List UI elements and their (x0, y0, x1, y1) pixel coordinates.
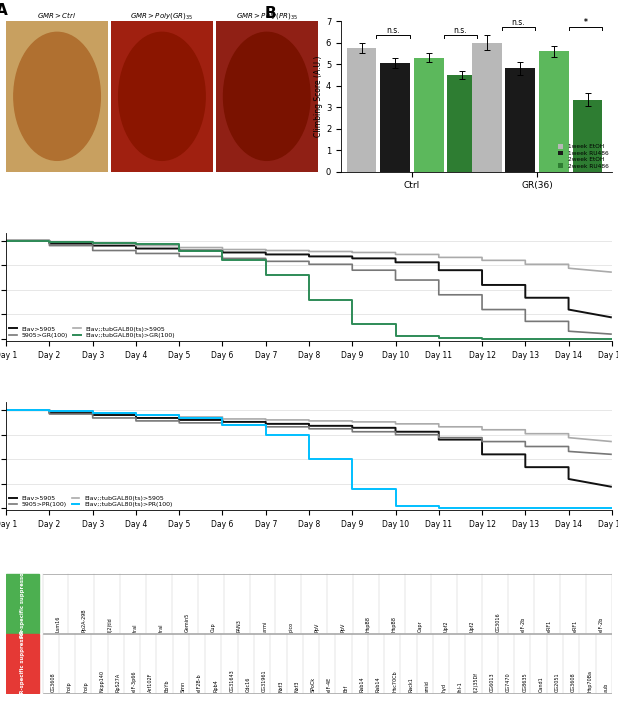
Text: smid: smid (425, 680, 430, 692)
Bar (506, 69, 535, 172)
Text: Rack1: Rack1 (408, 676, 413, 692)
Text: Gemin5: Gemin5 (185, 613, 190, 632)
Text: Cdc16: Cdc16 (246, 676, 251, 692)
Text: Nxf3: Nxf3 (295, 680, 300, 692)
Text: armi: armi (263, 620, 268, 632)
Ellipse shape (119, 32, 205, 161)
Text: Rab14: Rab14 (376, 676, 381, 692)
Text: eIF-2b: eIF-2b (599, 616, 604, 632)
Text: Brf: Brf (344, 684, 349, 692)
Text: PR-specific suppressor: PR-specific suppressor (20, 569, 25, 638)
Text: PAN3: PAN3 (237, 619, 242, 632)
Bar (6, 574, 40, 633)
Text: eRF1: eRF1 (547, 620, 552, 632)
Text: lhl-1: lhl-1 (457, 681, 462, 692)
Text: CG6013: CG6013 (490, 672, 495, 692)
Legend: Elav>5905, 5905>GR(100), Elav;;tubGAL80(ts)>5905, Elav;;tubGAL80(ts)>GR(100): Elav>5905, 5905>GR(100), Elav;;tubGAL80(… (9, 326, 176, 338)
Text: Ncpp140: Ncpp140 (99, 669, 104, 692)
Text: eIF-2b: eIF-2b (521, 616, 527, 632)
Text: Nxf3: Nxf3 (278, 680, 284, 692)
Title: $\it{GMR>Ctrl}$: $\it{GMR>Ctrl}$ (38, 11, 77, 20)
Y-axis label: Climbing Score (A.U.): Climbing Score (A.U.) (314, 55, 323, 137)
Text: aub: aub (604, 682, 609, 692)
Text: CG3608: CG3608 (51, 672, 56, 692)
Text: n.s.: n.s. (512, 18, 525, 27)
Bar (539, 51, 569, 172)
Bar (414, 57, 444, 172)
Text: Lsm16: Lsm16 (56, 615, 61, 632)
Text: BoYb: BoYb (164, 679, 169, 692)
Text: hoip: hoip (67, 681, 72, 692)
Text: PpV: PpV (314, 622, 320, 632)
Legend: Elav>5905, 5905>PR(100), Elav;;tubGAL80(ts)>5905, Elav;;tubGAL80(ts)>PR(100): Elav>5905, 5905>PR(100), Elav;;tubGAL80(… (9, 496, 173, 508)
Text: eIF-3p66: eIF-3p66 (132, 670, 137, 692)
Text: CG7470: CG7470 (506, 672, 511, 692)
Text: eRF1: eRF1 (573, 620, 578, 632)
Bar (447, 75, 477, 172)
Text: CG31961: CG31961 (262, 669, 267, 692)
Text: tral: tral (133, 623, 138, 632)
Text: CG3016: CG3016 (496, 612, 501, 632)
Text: hyd: hyd (441, 682, 446, 692)
Text: CG31643: CG31643 (229, 669, 235, 692)
Bar (380, 63, 410, 172)
Title: $\it{GMR>Poly(PR)_{35}}$: $\it{GMR>Poly(PR)_{35}}$ (236, 11, 298, 21)
Text: HspB8: HspB8 (366, 615, 371, 632)
Text: Pp2A-29B: Pp2A-29B (82, 608, 87, 632)
Text: CG8635: CG8635 (522, 672, 527, 692)
Text: hoip: hoip (83, 681, 88, 692)
Text: RpS27A: RpS27A (116, 672, 121, 692)
Text: HspB8: HspB8 (392, 615, 397, 632)
Text: A: A (0, 3, 8, 18)
Text: CG2051: CG2051 (555, 672, 560, 692)
Text: eIF-4E: eIF-4E (327, 676, 332, 692)
Text: Upf2: Upf2 (444, 620, 449, 632)
Ellipse shape (224, 32, 310, 161)
Text: Cup: Cup (211, 622, 216, 632)
Title: $\it{GMR>Poly(GR)_{35}}$: $\it{GMR>Poly(GR)_{35}}$ (130, 11, 193, 21)
Text: GR-specific suppressor: GR-specific suppressor (20, 629, 25, 698)
Text: B: B (265, 6, 277, 21)
Bar (6, 634, 40, 693)
Ellipse shape (14, 32, 100, 161)
Text: Upf2: Upf2 (470, 620, 475, 632)
Legend: 1week EtOH, 1week RU486, 2week EtOH, 2week RU486: 1week EtOH, 1week RU486, 2week EtOH, 2we… (558, 144, 609, 169)
Bar (347, 48, 376, 172)
Text: Hsc70Cb: Hsc70Cb (392, 670, 397, 692)
Text: Cand1: Cand1 (539, 676, 544, 692)
Text: l(2)35Df: l(2)35Df (473, 672, 478, 692)
Text: tral: tral (159, 623, 164, 632)
Text: n.s.: n.s. (386, 25, 400, 34)
Text: l(2)tld: l(2)tld (107, 617, 112, 632)
Text: CG3608: CG3608 (571, 672, 576, 692)
Text: Rpb4: Rpb4 (213, 679, 218, 692)
Text: Capr: Capr (418, 620, 423, 632)
Text: *: * (584, 18, 588, 27)
Text: SPoCk: SPoCk (311, 676, 316, 692)
Text: n.s.: n.s. (454, 25, 467, 34)
Text: Arf102F: Arf102F (148, 672, 153, 692)
Text: PpV: PpV (340, 622, 345, 632)
Text: pico: pico (289, 622, 294, 632)
Text: Smn: Smn (181, 681, 186, 692)
Text: Hsp70Ba: Hsp70Ba (588, 669, 593, 692)
Bar (573, 100, 603, 172)
Bar (472, 43, 502, 172)
Text: Rab14: Rab14 (360, 676, 365, 692)
Text: eIF2B-b: eIF2B-b (197, 673, 202, 692)
